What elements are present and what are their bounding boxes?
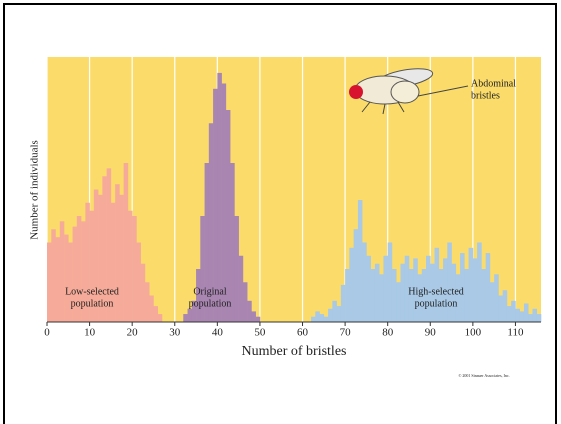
x-tick-label: 50: [254, 327, 266, 339]
annotation: population: [71, 298, 114, 309]
histogram-bar: [349, 248, 354, 322]
histogram-bar: [520, 311, 525, 322]
histogram-bar: [354, 229, 359, 322]
histogram-bar: [383, 256, 388, 322]
histogram-bar: [362, 243, 367, 323]
histogram-bar: [532, 309, 537, 322]
histogram-bar: [511, 301, 516, 322]
histogram-bar: [60, 221, 65, 322]
histogram-bar: [537, 314, 542, 322]
histogram-bar: [145, 282, 150, 322]
histogram-bar: [141, 264, 146, 322]
fly-eye: [349, 85, 363, 99]
histogram-bar: [379, 274, 384, 322]
annotation: population: [415, 298, 458, 309]
annotation: population: [189, 298, 232, 309]
x-tick-label: 100: [465, 327, 482, 339]
x-tick-label: 20: [127, 327, 139, 339]
histogram-bar: [328, 309, 333, 322]
histogram-bar: [124, 163, 129, 322]
histogram-bar: [332, 301, 337, 322]
histogram-bar: [153, 306, 158, 322]
histogram-bar: [473, 258, 478, 322]
histogram-bar: [494, 274, 499, 322]
histogram-bar: [324, 317, 329, 322]
histogram-bar: [239, 256, 244, 322]
histogram-bar: [251, 311, 256, 322]
histogram-bar: [524, 303, 529, 322]
fly-abdomen: [391, 81, 419, 103]
x-tick-label: 80: [382, 327, 394, 339]
histogram-bar: [243, 282, 248, 322]
annotation: Original: [193, 286, 227, 297]
annotation: bristles: [471, 90, 500, 101]
x-tick-label: 60: [297, 327, 309, 339]
histogram-bar: [507, 306, 512, 322]
histogram-bar: [256, 317, 261, 322]
histogram-bar: [188, 309, 193, 322]
histogram-bar: [528, 314, 533, 322]
histogram-bar: [375, 264, 380, 322]
histogram-bar: [498, 296, 503, 323]
histogram-bar: [358, 200, 363, 322]
histogram-bar: [388, 243, 393, 323]
annotation: Abdominal: [471, 78, 516, 89]
chart: 0 10 20 30 40 50 60 70 80 90 100 110 Number of brist…: [0, 0, 561, 424]
credit: © 2001 Sinauer Associates, Inc.: [458, 373, 509, 379]
histogram-bar: [490, 282, 495, 322]
histogram-bar: [115, 184, 120, 322]
histogram-bar: [469, 248, 474, 322]
histogram-bar: [183, 314, 188, 322]
histogram-bar: [247, 301, 252, 322]
histogram-bar: [392, 269, 397, 322]
histogram-bar: [345, 269, 350, 322]
histogram-bar: [119, 195, 124, 322]
annotation: High-selected: [408, 286, 464, 297]
histogram-bar: [315, 311, 320, 322]
histogram-bar: [435, 248, 440, 322]
histogram-bar: [486, 253, 491, 322]
page: 0 10 20 30 40 50 60 70 80 90 100 110 Number of brist…: [0, 0, 561, 424]
histogram-bar: [400, 264, 405, 322]
annotation: Low-selected: [65, 286, 119, 297]
x-tick-label: 0: [44, 327, 50, 339]
histogram-bar: [132, 216, 137, 322]
y-axis-label: Number of individuals: [29, 140, 41, 240]
x-tick-label: 110: [507, 327, 524, 339]
histogram-bar: [447, 243, 452, 323]
histogram-bar: [396, 282, 401, 322]
histogram-bar: [337, 306, 342, 322]
x-axis-label: Number of bristles: [242, 344, 347, 359]
histogram-bar: [320, 314, 325, 322]
x-tick-label: 40: [212, 327, 224, 339]
histogram-bar: [158, 314, 163, 322]
x-tick-label: 30: [169, 327, 181, 339]
histogram-bar: [56, 237, 61, 322]
x-tick-label: 90: [425, 327, 437, 339]
histogram-bar: [64, 235, 69, 322]
x-tick-label: 70: [340, 327, 352, 339]
histogram-bar: [234, 216, 239, 322]
histogram-bar: [503, 290, 508, 322]
histogram-bar: [371, 269, 376, 322]
histogram-bar: [51, 229, 56, 322]
histogram-bar: [149, 296, 154, 323]
histogram-bar: [366, 256, 371, 322]
x-tick-label: 10: [84, 327, 96, 339]
histogram-bar: [515, 309, 520, 322]
histogram-bar: [136, 243, 141, 323]
histogram-bar: [311, 317, 316, 322]
histogram-bar: [217, 73, 222, 322]
histogram-bar: [341, 285, 346, 322]
histogram-bar: [128, 211, 133, 322]
histogram-bar: [47, 243, 52, 323]
histogram-bar: [481, 269, 486, 322]
histogram-bar: [477, 243, 482, 323]
histogram-bar: [464, 269, 469, 322]
histogram-bar: [68, 243, 73, 323]
